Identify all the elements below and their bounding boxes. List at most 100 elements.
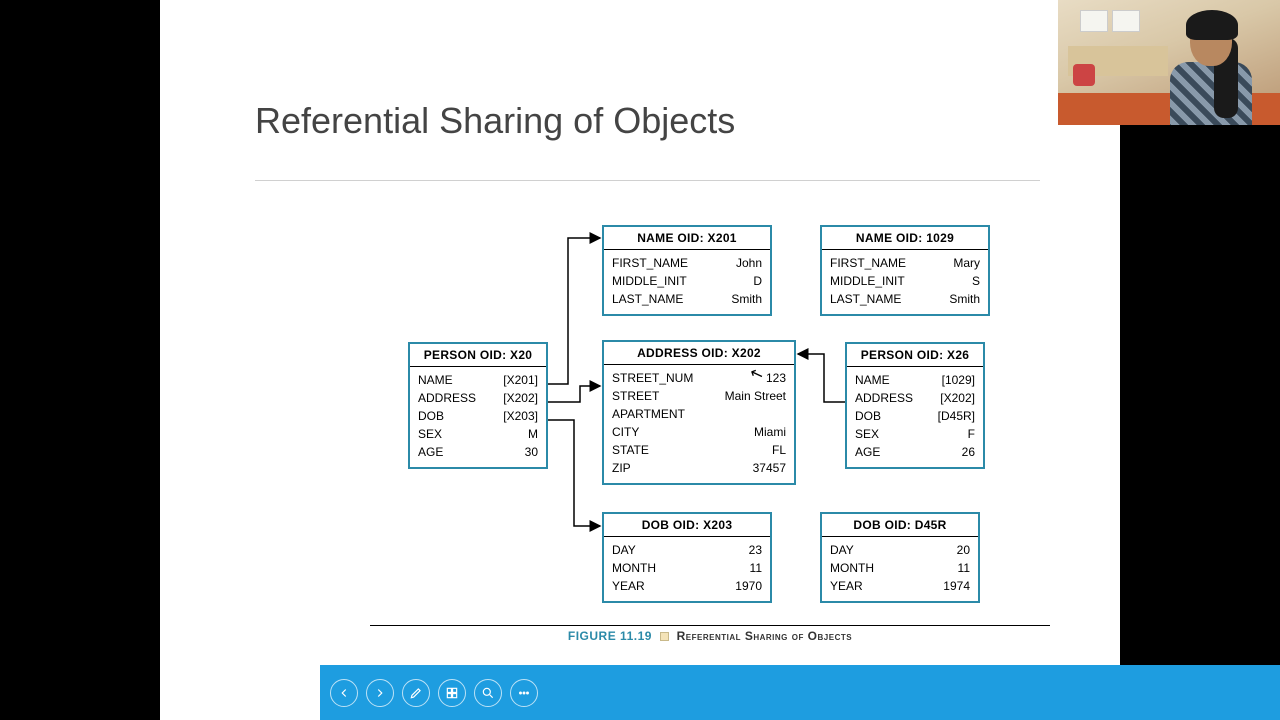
box-row: LAST_NAMESmith	[612, 290, 762, 308]
box-body: NAME[1029]ADDRESS[X202]DOB[D45R]SEXFAGE2…	[847, 367, 983, 467]
box-body: NAME[X201]ADDRESS[X202]DOB[X203]SEXMAGE3…	[410, 367, 546, 467]
row-value: 20	[945, 541, 970, 559]
box-header: DOB OID: D45R	[822, 514, 978, 537]
figure-caption: FIGURE 11.19 Referential Sharing of Obje…	[370, 625, 1050, 643]
next-slide-button[interactable]	[366, 679, 394, 707]
row-key: ADDRESS	[855, 389, 913, 407]
row-key: DAY	[612, 541, 636, 559]
row-value: Smith	[719, 290, 762, 308]
pen-icon	[409, 686, 423, 700]
diagram: PERSON OID: X20 NAME [X201] ADDRESS [X202] DO…	[160, 0, 1120, 720]
slide-sorter-button[interactable]	[438, 679, 466, 707]
box-row: DAY 23	[612, 541, 762, 559]
box-dob-d45r: DOB OID: D45R DAY20MONTH11YEAR 1974	[820, 512, 980, 603]
row-key: YEAR	[830, 577, 863, 595]
box-row: FIRST_NAME Mary	[830, 254, 980, 272]
chevron-right-icon	[373, 686, 387, 700]
row-value: 1974	[931, 577, 970, 595]
row-key: YEAR	[612, 577, 645, 595]
row-value: [X201]	[491, 371, 538, 389]
slide-area: Referential Sharing of Objects PERSON OI…	[160, 0, 1120, 720]
row-key: MIDDLE_INIT	[612, 272, 687, 290]
row-value: FL	[760, 441, 786, 459]
box-person-x26: PERSON OID: X26NAME[1029]ADDRESS[X202]DO…	[845, 342, 985, 469]
box-address-x202: ADDRESS OID: X202STREET_NUM123STREETMain…	[602, 340, 796, 485]
box-row: MONTH11	[830, 559, 970, 577]
box-row: NAME [1029]	[855, 371, 975, 389]
row-value: 23	[737, 541, 762, 559]
row-key: FIRST_NAME	[830, 254, 906, 272]
row-value: M	[516, 425, 538, 443]
ellipsis-icon	[517, 686, 531, 700]
row-key: DOB	[418, 407, 444, 425]
row-value: Smith	[937, 290, 980, 308]
magnifier-icon	[481, 686, 495, 700]
row-value: 11	[946, 559, 970, 577]
box-header: PERSON OID: X26	[847, 344, 983, 367]
row-key: FIRST_NAME	[612, 254, 688, 272]
box-header: NAME OID: 1029	[822, 227, 988, 250]
row-value: Miami	[742, 423, 786, 441]
row-value: [X202]	[928, 389, 975, 407]
row-key: AGE	[418, 443, 443, 461]
box-name-1029: NAME OID: 1029 FIRST_NAME Mary MIDDLE_INIT S…	[820, 225, 990, 316]
row-value: 26	[950, 443, 975, 461]
presentation-toolbar	[320, 665, 1280, 720]
row-key: CITY	[612, 423, 639, 441]
row-key: SEX	[418, 425, 442, 443]
prev-slide-button[interactable]	[330, 679, 358, 707]
row-key: NAME	[855, 371, 890, 389]
box-row: DAY20	[830, 541, 970, 559]
box-row: LAST_NAMESmith	[830, 290, 980, 308]
row-value: [X203]	[491, 407, 538, 425]
row-value: S	[960, 272, 980, 290]
box-header: DOB OID: X203	[604, 514, 770, 537]
row-value: Main Street	[713, 387, 786, 405]
row-value	[774, 405, 786, 423]
box-header: ADDRESS OID: X202	[604, 342, 794, 365]
row-value: John	[724, 254, 762, 272]
box-row: SEX M	[418, 425, 538, 443]
grid-icon	[445, 686, 459, 700]
box-row: NAME [X201]	[418, 371, 538, 389]
box-row: STREET Main Street	[612, 387, 786, 405]
box-row: SEXF	[855, 425, 975, 443]
box-row: AGE 30	[418, 443, 538, 461]
box-header: PERSON OID: X20	[410, 344, 546, 367]
row-key: MIDDLE_INIT	[830, 272, 905, 290]
zoom-button[interactable]	[474, 679, 502, 707]
box-body: FIRST_NAME Mary MIDDLE_INIT SLAST_NAMESmith	[822, 250, 988, 314]
row-value: Mary	[941, 254, 980, 272]
box-row: ADDRESS [X202]	[855, 389, 975, 407]
chevron-left-icon	[337, 686, 351, 700]
row-key: AGE	[855, 443, 880, 461]
more-button[interactable]	[510, 679, 538, 707]
box-body: FIRST_NAME John MIDDLE_INIT DLAST_NAMESmith	[604, 250, 770, 314]
row-value: 11	[738, 559, 762, 577]
box-row: MIDDLE_INIT S	[830, 272, 980, 290]
row-value: [D45R]	[926, 407, 975, 425]
box-row: MIDDLE_INIT D	[612, 272, 762, 290]
pen-button[interactable]	[402, 679, 430, 707]
box-body: STREET_NUM123STREETMain StreetAPARTMENTC…	[604, 365, 794, 483]
row-value: D	[741, 272, 762, 290]
row-value: [1029]	[930, 371, 975, 389]
box-person-x20: PERSON OID: X20NAME[X201]ADDRESS[X202]DO…	[408, 342, 548, 469]
box-name-x201: NAME OID: X201FIRST_NAMEJohnMIDDLE_INITD…	[602, 225, 772, 316]
row-key: ZIP	[612, 459, 631, 477]
figure-square-icon	[660, 632, 669, 641]
row-key: NAME	[418, 371, 453, 389]
row-value: 1970	[723, 577, 762, 595]
box-body: DAY20MONTH11YEAR 1974	[822, 537, 978, 601]
box-row: AGE 26	[855, 443, 975, 461]
box-body: DAY 23 MONTH 11 YEAR 1970	[604, 537, 770, 601]
row-key: SEX	[855, 425, 879, 443]
row-key: STATE	[612, 441, 649, 459]
box-row: CITY Miami	[612, 423, 786, 441]
row-value: 30	[513, 443, 538, 461]
row-key: STREET	[612, 387, 659, 405]
row-key: MONTH	[612, 559, 656, 577]
box-row: ZIP 37457	[612, 459, 786, 477]
row-value: 37457	[741, 459, 786, 477]
box-row: DOB [X203]	[418, 407, 538, 425]
